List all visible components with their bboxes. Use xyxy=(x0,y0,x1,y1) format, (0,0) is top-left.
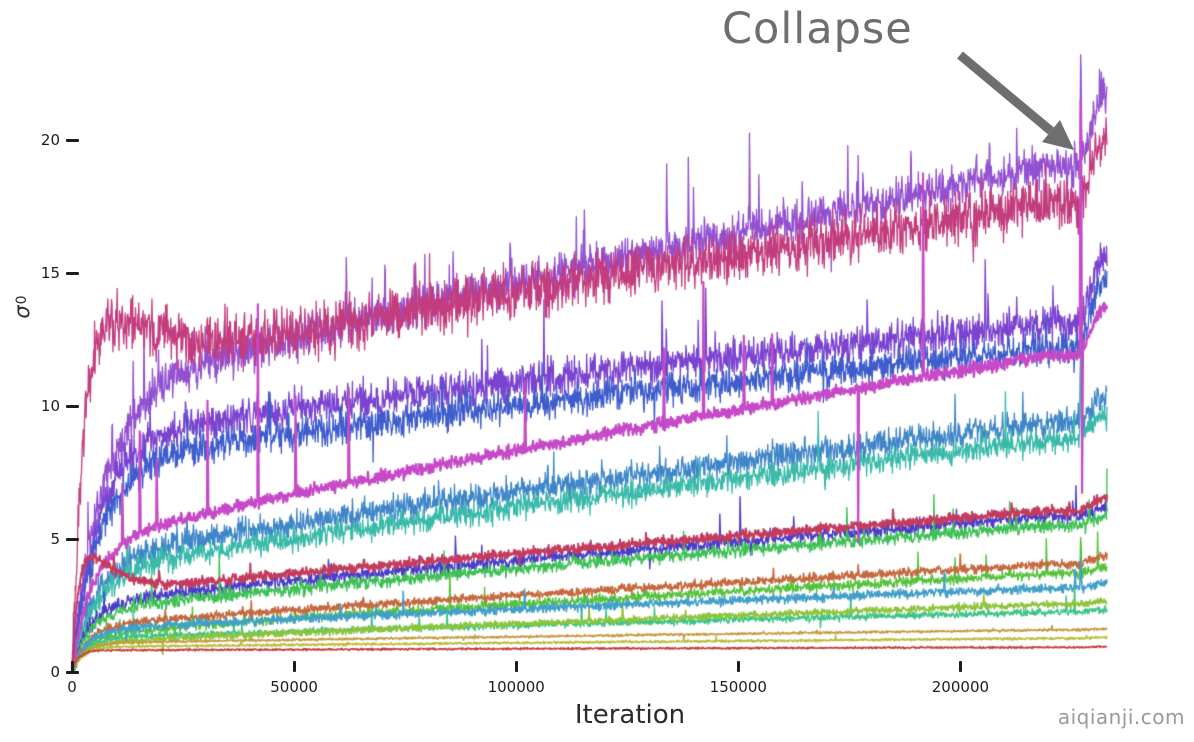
y-tick-mark xyxy=(66,271,79,275)
x-tick-mark xyxy=(292,661,296,672)
y-tick-label: 10 xyxy=(40,397,60,415)
x-tick-label: 150000 xyxy=(709,678,767,696)
y-tick-mark xyxy=(66,670,79,674)
x-tick-mark xyxy=(514,661,518,672)
x-tick-label: 50000 xyxy=(270,678,318,696)
y-tick-label: 20 xyxy=(40,131,60,149)
x-tick-mark xyxy=(958,661,962,672)
y-tick-label: 5 xyxy=(50,530,60,548)
x-axis-label: Iteration xyxy=(574,700,686,730)
watermark: aiqianji.com xyxy=(1057,705,1185,729)
x-tick-mark xyxy=(736,661,740,672)
y-tick-label: 0 xyxy=(50,663,60,681)
y-axis-subscript: 0 xyxy=(14,295,30,305)
y-axis-symbol: σ xyxy=(10,305,34,319)
x-tick-label: 0 xyxy=(67,678,77,696)
x-tick-label: 100000 xyxy=(487,678,545,696)
y-tick-mark xyxy=(66,138,79,142)
y-tick-label: 15 xyxy=(40,264,60,282)
x-tick-mark xyxy=(70,661,74,672)
y-tick-mark xyxy=(66,404,79,408)
x-tick-label: 200000 xyxy=(931,678,990,696)
collapse-annotation: Collapse xyxy=(722,4,913,54)
y-tick-mark xyxy=(66,537,79,541)
